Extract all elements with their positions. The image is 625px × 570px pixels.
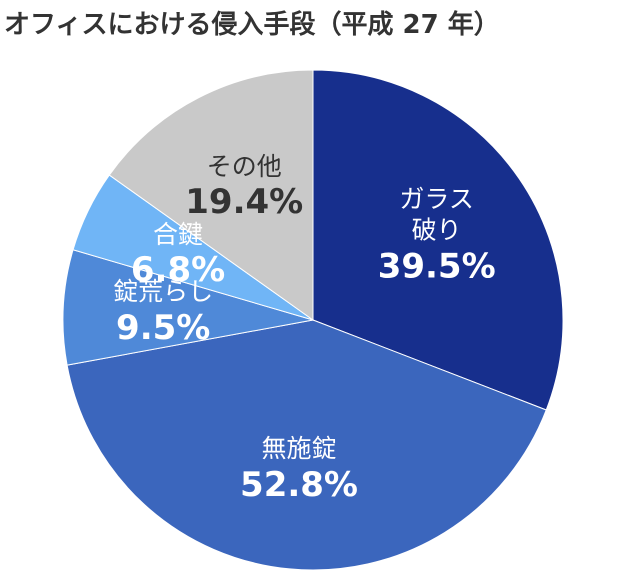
chart-title: オフィスにおける侵入手段（平成 27 年）: [4, 10, 500, 40]
pie-slice: [108, 69, 314, 321]
category-label: ガラス 破り: [399, 184, 474, 245]
value-label: 9.5%: [116, 307, 211, 348]
category-label: 合鍵: [153, 219, 204, 249]
category-label: 無施錠: [261, 434, 337, 464]
value-label: 52.8%: [240, 464, 358, 505]
pie-slice: [312, 69, 564, 411]
slice-label: ガラス 破り 39.5%: [378, 183, 496, 286]
slice-label: 合鍵 6.8%: [131, 219, 225, 291]
slice-label: 錠荒らし 9.5%: [113, 276, 213, 348]
category-label: その他: [206, 151, 282, 181]
slice-label: 無施錠 52.8%: [240, 433, 358, 505]
pie-slice: [62, 249, 314, 366]
slice-label: その他 19.4%: [185, 151, 303, 223]
category-label: 錠荒らし: [113, 277, 214, 307]
value-label: 19.4%: [185, 181, 304, 222]
value-label: 6.8%: [130, 249, 226, 290]
value-label: 39.5%: [377, 245, 496, 286]
pie-slice: [66, 319, 547, 570]
